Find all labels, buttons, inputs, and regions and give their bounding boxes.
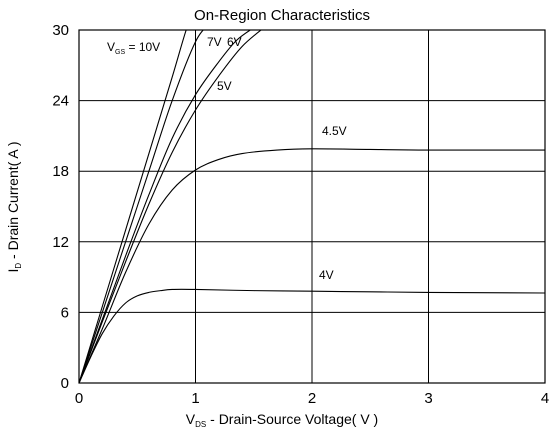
curve-labels: VGS = 10V 7V 6V 5V 4.5V 4V: [107, 35, 347, 282]
curve-6v: [79, 30, 252, 383]
y-axis-label: ID - Drain Current( A ): [5, 141, 23, 272]
curve-vgs-10v: [79, 30, 187, 383]
x-tick-label-2: 2: [308, 390, 316, 407]
curve-5v: [79, 30, 262, 383]
curve-label-2: 7V: [207, 35, 222, 49]
curve-7v: [79, 30, 205, 383]
x-tick-label-0: 0: [75, 390, 83, 407]
curve-label-3: 6V: [227, 35, 242, 49]
x-tick-label-4: 4: [541, 390, 549, 407]
x-axis-label: VDS - Drain-Source Voltage( V ): [186, 411, 378, 429]
curve-4_5v: [79, 148, 545, 383]
plot-frame: [78, 29, 546, 384]
x-tick-label-3: 3: [424, 390, 432, 407]
curve-layer: [79, 30, 545, 383]
curve-4v: [79, 288, 545, 383]
grid-lines: [79, 30, 545, 383]
curve-label-4: 5V: [217, 79, 232, 93]
chart-title: On-Region Characteristics: [194, 7, 370, 24]
y-tick-label-0: 0: [61, 375, 69, 392]
y-tick-label-6: 6: [61, 304, 69, 321]
y-tick-label-12: 12: [52, 234, 69, 251]
x-tick-label-1: 1: [191, 390, 199, 407]
curve-label-5: 4.5V: [322, 124, 347, 138]
y-tick-label-30: 30: [52, 22, 69, 39]
y-tick-label-18: 18: [52, 163, 69, 180]
y-tick-label-24: 24: [52, 93, 69, 110]
curve-label-1: VGS = 10V: [107, 40, 160, 56]
curve-label-6: 4V: [319, 268, 334, 282]
